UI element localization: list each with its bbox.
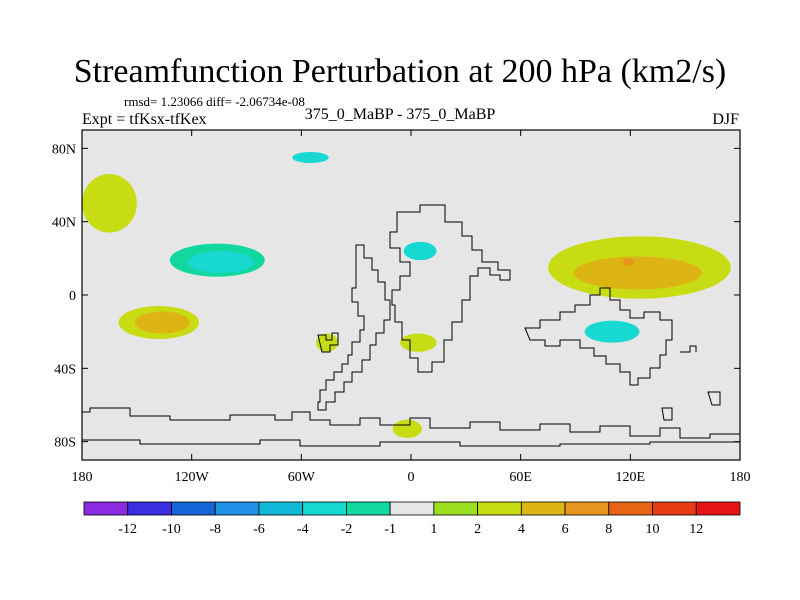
colorbar-label: 12 — [689, 522, 703, 537]
colorbar-label: -4 — [297, 522, 309, 537]
colorbar-label: 8 — [605, 522, 612, 537]
colorbar-swatch — [652, 501, 697, 516]
coastline-africa-eurasia — [389, 204, 511, 373]
season-label: DJF — [712, 111, 739, 128]
colorbar-label: 2 — [474, 522, 481, 537]
region-south-atlantic-blob — [400, 333, 437, 352]
colorbar-swatch — [564, 501, 610, 516]
colorbar-label: -6 — [253, 522, 265, 537]
colorbar-swatch — [83, 501, 129, 516]
x-tick-label: 0 — [408, 470, 415, 485]
coastline-asia-australia — [524, 287, 673, 386]
region-east-asia-ridge-core — [573, 256, 702, 290]
region-south-america-blob — [315, 333, 338, 352]
y-axis: 80N 40N 0 40S 80S — [52, 142, 740, 451]
region-east-asia-max — [623, 258, 634, 266]
x-tick-label: 120W — [175, 470, 210, 485]
colorbar-label: -1 — [384, 522, 396, 537]
colorbar-swatch — [258, 501, 304, 516]
y-tick-label: 40S — [54, 362, 76, 377]
region-southern-ocean-blob — [392, 419, 422, 439]
colorbar-label: -12 — [118, 522, 137, 537]
region-pacific-ridge-core — [135, 311, 190, 334]
colorbar-label: -10 — [162, 522, 181, 537]
colorbar-label: 10 — [646, 522, 660, 537]
colorbar-swatch — [608, 501, 653, 516]
colorbar-swatch — [389, 501, 435, 516]
coastline-pacific-islands — [661, 345, 721, 421]
y-tick-label: 80N — [52, 142, 76, 157]
colorbar-label: 6 — [562, 522, 569, 537]
colorbar-label: -2 — [341, 522, 353, 537]
region-north-pacific-east — [82, 174, 137, 233]
colorbar-swatch — [214, 501, 260, 516]
colorbar: -12 -10 -8 -6 -4 -2 -1 1 2 4 6 8 10 12 — [83, 501, 741, 537]
colorbar-swatch — [477, 501, 522, 516]
y-tick-label: 0 — [69, 289, 76, 304]
coastline-americas — [317, 244, 391, 411]
x-tick-label: 120E — [616, 470, 646, 485]
x-axis: 180 120W 60W 0 60E 120E 180 — [72, 130, 751, 485]
chart-subtitle: 375_0_MaBP - 375_0_MaBP — [304, 106, 496, 123]
x-tick-label: 60E — [509, 470, 532, 485]
colorbar-swatch — [302, 501, 347, 516]
x-tick-label: 180 — [730, 470, 751, 485]
colorbar-label: -8 — [209, 522, 221, 537]
colorbar-swatch — [127, 501, 172, 516]
y-tick-label: 40N — [52, 216, 76, 231]
colorbar-swatch — [520, 501, 566, 516]
x-tick-label: 60W — [288, 470, 316, 485]
x-tick-label: 180 — [72, 470, 93, 485]
colorbar-label: 1 — [430, 522, 437, 537]
colorbar-label: 4 — [518, 522, 525, 537]
region-north-atlantic-core — [292, 152, 329, 163]
colorbar-swatch — [171, 501, 216, 516]
stats-label: rmsd= 1.23066 diff= -2.06734e-08 — [124, 94, 305, 109]
region-pacific-trough-core — [188, 251, 254, 273]
y-tick-label: 80S — [54, 436, 76, 451]
coastlines — [82, 204, 740, 447]
chart-title: Streamfunction Perturbation at 200 hPa (… — [73, 53, 727, 90]
experiment-label: Expt = tfKsx-tfKex — [82, 111, 207, 128]
colorbar-swatch — [433, 501, 479, 516]
contour-regions — [82, 137, 731, 439]
region-mediterranean-core — [403, 241, 437, 261]
colorbar-swatch — [345, 501, 391, 516]
region-siberia-trough — [511, 159, 731, 197]
colorbar-swatch — [695, 501, 741, 516]
coastline-antarctica — [82, 407, 740, 447]
region-indian-ocean-core — [584, 320, 640, 343]
